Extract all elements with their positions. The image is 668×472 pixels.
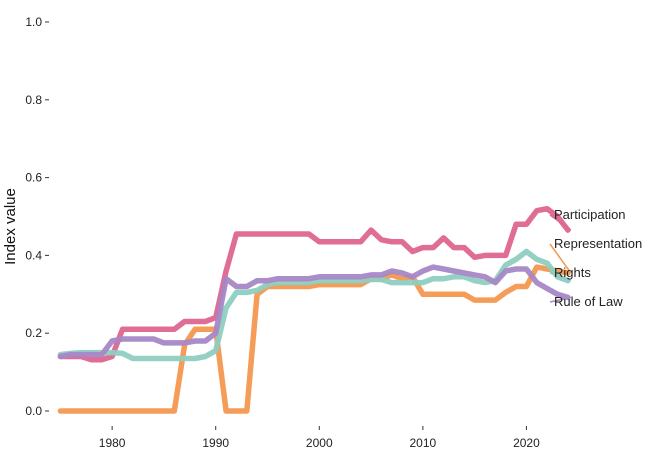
y-axis-title: Index value [2, 188, 19, 265]
x-axis: 1980 1990 2000 2010 2020 [99, 426, 540, 450]
x-tick-label: 2000 [306, 436, 333, 450]
series-line-representation [57, 264, 571, 414]
x-tick-label: 2020 [513, 436, 540, 450]
leader-line-rule-of-law [549, 296, 572, 303]
series-label-representation: Representation [554, 236, 642, 251]
series-label-rule-of-law: Rule of Law [554, 294, 623, 309]
series-label-participation: Participation [554, 207, 626, 222]
series-lines [57, 205, 571, 414]
series-labels: Participation Representation Rights Rule of… [549, 207, 642, 309]
y-axis: 0.0 0.2 0.4 0.6 0.8 1.0 [25, 15, 49, 418]
series-line-rights [57, 248, 571, 362]
y-tick-label: 0.2 [25, 326, 42, 340]
x-tick-label: 2010 [410, 436, 437, 450]
x-tick-label: 1990 [202, 436, 229, 450]
y-tick-label: 0.4 [25, 248, 42, 262]
series-line-participation [57, 205, 571, 363]
series-label-rights: Rights [554, 265, 591, 280]
y-tick-label: 1.0 [25, 15, 42, 29]
leader-line-participation [549, 214, 572, 231]
leader-line-representation [549, 243, 572, 274]
y-tick-label: 0.6 [25, 171, 42, 185]
x-tick-label: 1980 [99, 436, 126, 450]
y-tick-label: 0.8 [25, 93, 42, 107]
series-line-rule-of-law [57, 264, 571, 360]
y-tick-label: 0.0 [25, 404, 42, 418]
leader-line-rights [549, 272, 572, 282]
